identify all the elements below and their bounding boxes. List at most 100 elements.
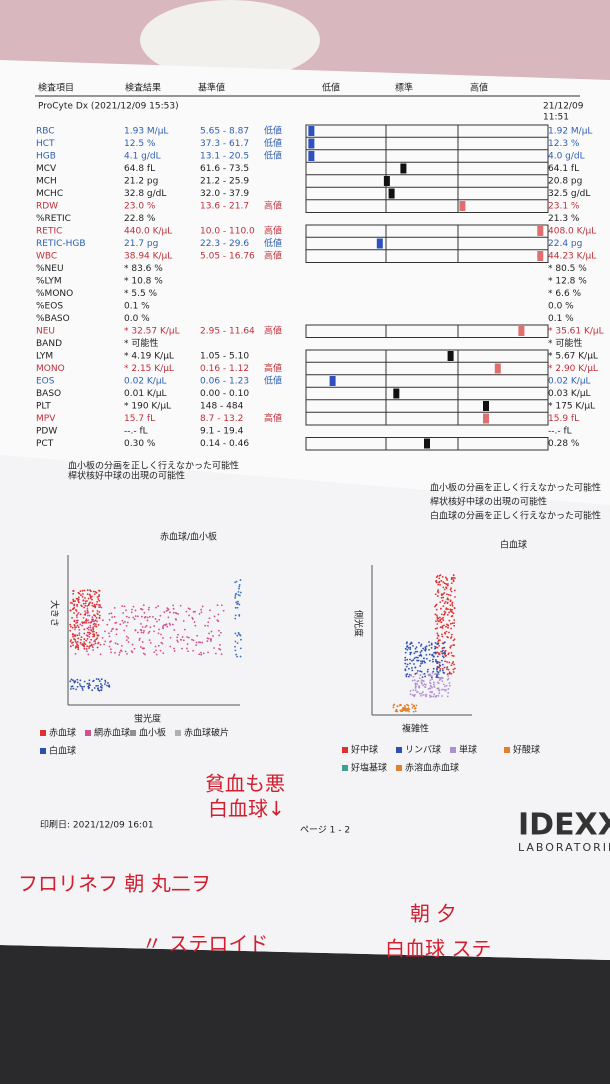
- scatter-dot: [89, 632, 92, 635]
- scatter-dot: [130, 650, 133, 653]
- scatter-dot: [98, 617, 101, 619]
- scatter-dot: [238, 584, 241, 586]
- scatter-dot: [93, 633, 96, 636]
- column-header: 検査項目: [38, 82, 74, 94]
- scatter-dot: [96, 596, 99, 598]
- scatter-dot: [191, 638, 193, 641]
- scatter-dot: [443, 641, 446, 644]
- gauge-marker: [400, 163, 407, 174]
- scatter-dot: [413, 657, 416, 660]
- row-prev: 4.0 g/dL: [548, 152, 585, 162]
- note: 白血球の分画を正しく行えなかった可能性: [430, 510, 601, 522]
- scatter-dot: [92, 605, 95, 608]
- scatter-dot: [109, 648, 112, 651]
- row-result: * 10.8 %: [124, 277, 163, 287]
- scatter-dot: [103, 643, 106, 646]
- scatter-dot: [439, 668, 442, 670]
- legend-label: 好酸球: [513, 744, 540, 756]
- scatter-dot: [434, 613, 437, 616]
- scatter-dot: [424, 647, 427, 650]
- scatter-dot: [399, 709, 402, 712]
- scatter-dot: [198, 613, 201, 615]
- scatter-dot: [125, 639, 128, 642]
- scatter-dot: [423, 683, 426, 686]
- scatter-dot: [451, 577, 454, 579]
- scatter-dot: [120, 644, 123, 647]
- scatter-dot: [237, 593, 240, 596]
- scatter-dot: [449, 594, 452, 597]
- scatter-dot: [420, 660, 422, 663]
- scatter-dot: [181, 647, 183, 650]
- scatter-dot: [115, 633, 118, 636]
- scatter-dot: [133, 618, 136, 621]
- scatter-dot: [424, 675, 427, 678]
- row-result: --.- fL: [124, 427, 148, 437]
- scatter-dot: [392, 706, 395, 709]
- scatter-dot: [414, 707, 417, 709]
- row-flag: 高値: [264, 325, 282, 337]
- scatter-dot: [442, 649, 444, 652]
- scatter-dot: [87, 653, 90, 656]
- scatter-dot: [148, 615, 151, 618]
- scatter-dot: [181, 636, 184, 638]
- scatter-dot: [114, 651, 116, 654]
- scatter-dot: [106, 684, 108, 687]
- scatter-dot: [405, 673, 408, 676]
- scatter-dot: [82, 644, 85, 647]
- scatter-dot: [443, 582, 446, 585]
- scatter-dot: [172, 611, 175, 614]
- scatter-dot: [212, 635, 214, 637]
- row-range: 2.95 - 11.64: [200, 327, 255, 337]
- scatter-dot: [422, 684, 424, 687]
- scatter-dot: [423, 660, 426, 663]
- scatter-dot: [445, 586, 447, 589]
- scatter-dot: [91, 598, 93, 601]
- scatter-dot: [72, 687, 75, 690]
- scatter-dot: [175, 618, 178, 621]
- scatter-dot: [435, 660, 437, 663]
- scatter-dot: [104, 640, 107, 643]
- scatter-dot: [162, 637, 164, 639]
- scatter-dot: [141, 626, 144, 628]
- scatter-dot: [441, 635, 444, 638]
- scatter-dot: [130, 611, 133, 614]
- scatter-dot: [234, 614, 237, 617]
- scatter-dot: [69, 609, 72, 612]
- scatter-dot: [451, 654, 454, 657]
- scatter-dot: [218, 629, 220, 632]
- scatter-dot: [154, 618, 157, 620]
- scatter-dot: [216, 604, 219, 606]
- scatter-dot: [432, 660, 434, 663]
- scatter-dot: [97, 595, 100, 598]
- scatter-dot: [188, 608, 191, 611]
- scatter-dot: [222, 609, 225, 612]
- scatter-dot: [95, 684, 98, 687]
- scatter-dot: [453, 644, 456, 646]
- row-prev: * 可能性: [548, 337, 582, 349]
- scatter-dot: [433, 685, 436, 688]
- scatter-dot: [72, 679, 74, 682]
- handwriting: 貧血も悪: [205, 772, 285, 796]
- scatter-dot: [404, 707, 407, 710]
- scatter-dot: [432, 670, 435, 673]
- row-prev: 20.8 pg: [548, 177, 582, 187]
- scatter-dot: [434, 593, 437, 596]
- row-result: 1.93 M/µL: [124, 127, 168, 137]
- row-result: * 83.6 %: [124, 264, 163, 274]
- scatter-dot: [85, 648, 88, 650]
- scatter-dot: [449, 600, 452, 603]
- row-prev: 0.02 K/µL: [548, 377, 591, 387]
- scatter-dot: [169, 623, 171, 626]
- prev-date: 21/12/09: [543, 102, 584, 112]
- scatter-dot: [83, 632, 86, 635]
- scatter-dot: [213, 647, 215, 649]
- row-range: 21.2 - 25.9: [200, 177, 249, 187]
- scatter-dot: [144, 626, 147, 628]
- scatter-dot: [208, 632, 211, 635]
- scatter-dot: [437, 634, 440, 637]
- scatter-dot: [429, 694, 431, 697]
- scatter-dot: [453, 622, 456, 624]
- scatter-dot: [192, 649, 194, 652]
- scatter-dot: [434, 651, 437, 654]
- scatter-dot: [236, 655, 239, 658]
